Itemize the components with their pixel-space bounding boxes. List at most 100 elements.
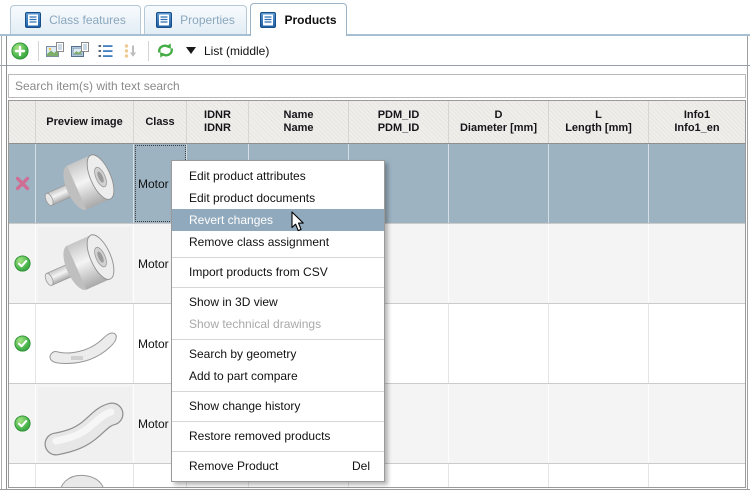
menu-separator bbox=[172, 256, 384, 258]
data-cell[interactable] bbox=[549, 464, 649, 487]
data-cell[interactable] bbox=[649, 384, 745, 463]
menu-separator bbox=[172, 450, 384, 452]
data-cell[interactable] bbox=[449, 144, 549, 223]
part-3d-preview bbox=[60, 474, 104, 487]
column-header-l[interactable]: L Length [mm] bbox=[549, 101, 649, 143]
column-header-line1: D bbox=[494, 109, 503, 121]
menu-item-label: Add to part compare bbox=[189, 369, 298, 383]
column-header-d[interactable]: D Diameter [mm] bbox=[449, 101, 549, 143]
column-header-line1: Info1 bbox=[683, 109, 711, 121]
menu-item-remove-class-assignment[interactable]: Remove class assignment bbox=[172, 231, 384, 253]
numbered-list-button[interactable] bbox=[95, 41, 115, 61]
window-bottom-border bbox=[0, 489, 750, 490]
data-cell[interactable] bbox=[349, 464, 449, 487]
add-product-button[interactable] bbox=[10, 41, 30, 61]
data-cell[interactable] bbox=[349, 384, 449, 463]
data-cell[interactable] bbox=[349, 304, 449, 383]
part-3d-preview bbox=[44, 233, 114, 290]
toolbar-separator bbox=[38, 40, 39, 61]
data-cell[interactable] bbox=[549, 384, 649, 463]
column-header-preview-image[interactable]: Preview image bbox=[36, 101, 134, 143]
menu-item-label: Show change history bbox=[189, 399, 301, 413]
menu-item-search-by-geometry[interactable]: Search by geometry bbox=[172, 343, 384, 365]
tab-label: Class features bbox=[49, 13, 126, 27]
data-cell[interactable] bbox=[549, 304, 649, 383]
tab-label: Properties bbox=[180, 13, 235, 27]
column-header-status[interactable] bbox=[9, 101, 36, 143]
column-header-info1[interactable]: Info1 Info1_en bbox=[649, 101, 745, 143]
data-cell[interactable] bbox=[449, 224, 549, 303]
data-cell[interactable] bbox=[449, 464, 549, 487]
image-page-icon bbox=[46, 42, 64, 57]
menu-item-label: Revert changes bbox=[189, 213, 274, 227]
preview-image-cell[interactable] bbox=[36, 464, 134, 487]
menu-item-label: Edit product documents bbox=[189, 191, 316, 205]
menu-item-label: Remove Product bbox=[189, 459, 279, 473]
column-header-line1: IDNR bbox=[204, 109, 231, 121]
data-cell[interactable] bbox=[649, 304, 745, 383]
menu-item-shortcut: Del bbox=[351, 459, 370, 473]
sort-descending-icon bbox=[124, 43, 136, 58]
search-input[interactable] bbox=[8, 74, 746, 98]
column-header-line1: L bbox=[595, 109, 602, 121]
column-header-class[interactable]: Class bbox=[134, 101, 187, 143]
part-3d-preview bbox=[44, 402, 123, 455]
menu-separator bbox=[172, 286, 384, 288]
menu-item-add-to-part-compare[interactable]: Add to part compare bbox=[172, 365, 384, 387]
menu-item-remove-product[interactable]: Remove Product Del bbox=[172, 455, 384, 477]
toolbar-separator bbox=[148, 40, 149, 61]
status-cell bbox=[9, 144, 36, 223]
menu-item-restore-removed-products[interactable]: Restore removed products bbox=[172, 425, 384, 447]
data-cell[interactable] bbox=[649, 144, 745, 223]
refresh-button[interactable] bbox=[155, 41, 175, 61]
data-cell[interactable] bbox=[549, 224, 649, 303]
preview-image-cell[interactable] bbox=[36, 144, 134, 223]
column-header-idnr[interactable]: IDNR IDNR bbox=[187, 101, 249, 143]
data-cell[interactable] bbox=[649, 224, 745, 303]
menu-item-revert-changes[interactable]: Revert changes bbox=[172, 209, 384, 231]
column-header-pdm-id[interactable]: PDM_ID PDM_ID bbox=[349, 101, 449, 143]
preview-image-cell[interactable] bbox=[36, 384, 134, 463]
status-cell bbox=[9, 384, 36, 463]
edit-preview-image-button[interactable] bbox=[70, 41, 90, 61]
preview-image-cell[interactable] bbox=[36, 224, 134, 303]
menu-item-edit-product-attributes[interactable]: Edit product attributes bbox=[172, 165, 384, 187]
preview-image bbox=[38, 307, 132, 381]
menu-item-edit-product-documents[interactable]: Edit product documents bbox=[172, 187, 384, 209]
numbered-list-icon bbox=[98, 44, 112, 57]
toolbar: List (middle) bbox=[0, 36, 750, 66]
data-cell[interactable] bbox=[549, 144, 649, 223]
window-right-border bbox=[747, 35, 748, 489]
form-icon bbox=[260, 12, 277, 28]
tab-bar: Class features Properties Products bbox=[0, 0, 750, 36]
part-3d-preview bbox=[44, 153, 114, 210]
context-menu: Edit product attributes Edit product docu… bbox=[171, 160, 385, 482]
preview-image-cell[interactable] bbox=[36, 304, 134, 383]
view-selector[interactable]: List (middle) bbox=[186, 44, 269, 58]
column-header-name[interactable]: Name Name bbox=[249, 101, 349, 143]
saved-status-icon bbox=[13, 255, 31, 272]
data-cell[interactable] bbox=[449, 384, 549, 463]
menu-item-show-change-history[interactable]: Show change history bbox=[172, 395, 384, 417]
menu-separator bbox=[172, 420, 384, 422]
column-header-line2: Length [mm] bbox=[565, 122, 632, 134]
view-selector-label: List (middle) bbox=[204, 43, 270, 58]
menu-item-import-products-from-csv[interactable]: Import products from CSV bbox=[172, 261, 384, 283]
column-header-line1: Name bbox=[283, 109, 314, 121]
form-icon bbox=[25, 12, 42, 28]
form-icon bbox=[156, 12, 173, 28]
tab-strip-border bbox=[0, 34, 750, 36]
data-cell[interactable] bbox=[349, 144, 449, 223]
status-cell bbox=[9, 224, 36, 303]
dropdown-arrow-icon bbox=[186, 47, 196, 54]
data-cell[interactable] bbox=[349, 224, 449, 303]
tab-class-features[interactable]: Class features bbox=[10, 5, 141, 34]
column-header-line1: Class bbox=[145, 115, 175, 128]
data-cell[interactable] bbox=[649, 464, 745, 487]
tab-properties[interactable]: Properties bbox=[144, 5, 247, 34]
assign-preview-image-button[interactable] bbox=[45, 41, 65, 61]
tab-label: Products bbox=[284, 13, 337, 27]
tab-products[interactable]: Products bbox=[250, 3, 347, 36]
menu-item-show-in-3d-view[interactable]: Show in 3D view bbox=[172, 291, 384, 313]
data-cell[interactable] bbox=[449, 304, 549, 383]
